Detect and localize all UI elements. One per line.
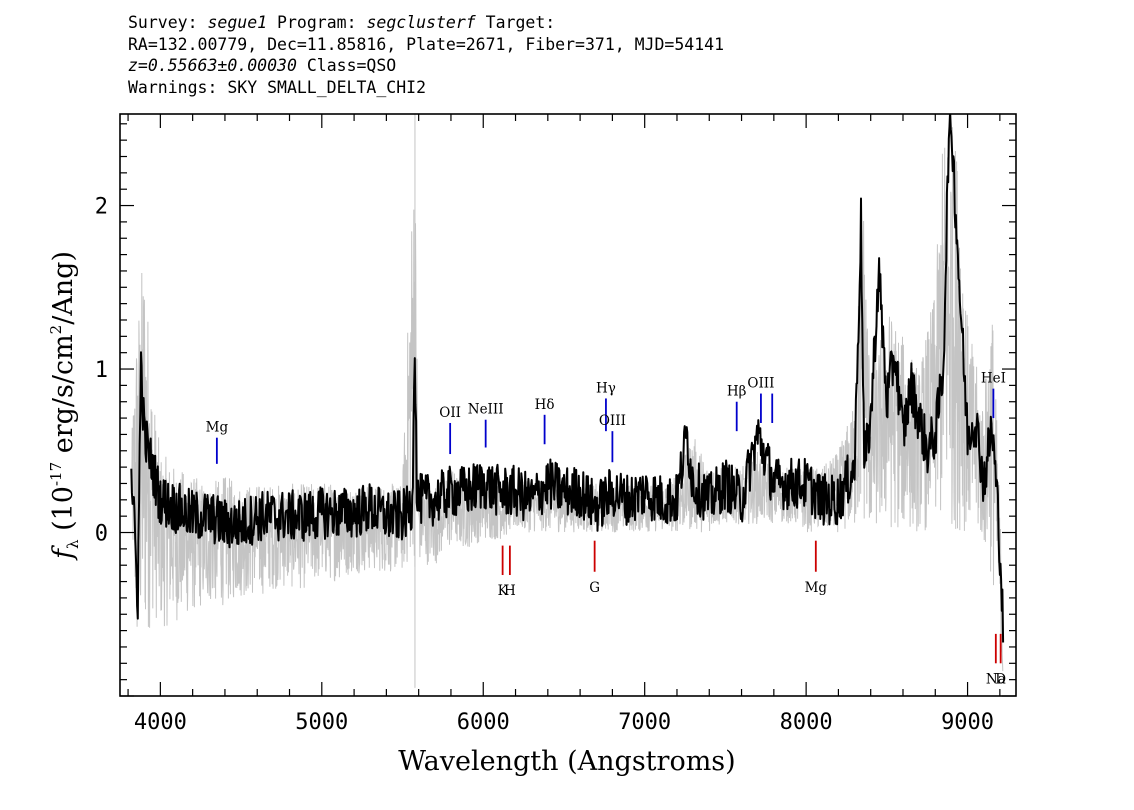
program-label: Program: — [277, 13, 357, 32]
line-marker-label: H — [504, 583, 516, 599]
x-tick-label: 4000 — [134, 710, 187, 735]
plot-frame — [119, 113, 1017, 697]
x-tick-label: 5000 — [295, 710, 348, 735]
line-marker-label: OII — [439, 405, 461, 421]
y-tick-label: 2 — [95, 195, 108, 220]
y-axis-title: fλ (10-17 erg/s/cm2/Ang) — [47, 251, 82, 561]
header-line-redshift: z=0.55663±0.00030 Class=QSO — [128, 55, 724, 77]
line-marker-label: OIII — [747, 376, 774, 392]
line-marker-label: OIII — [599, 413, 626, 429]
svg-text:fλ (10-17 erg/s/cm2/Ang): fλ (10-17 erg/s/cm2/Ang) — [47, 251, 82, 561]
x-tick-label: 9000 — [941, 710, 994, 735]
x-tick-label: 8000 — [780, 710, 833, 735]
y-tick-label: 1 — [95, 358, 108, 383]
line-marker-label: Mg — [805, 580, 828, 596]
program-value: segclusterf — [366, 13, 476, 32]
chart-header: Survey: segue1 Program: segclusterf Targ… — [128, 12, 724, 98]
line-marker-label: Mg — [206, 420, 229, 436]
line-marker-label: HeI — [981, 371, 1006, 387]
series-smoothed-flux — [130, 114, 1005, 643]
header-line-warnings: Warnings: SKY SMALL_DELTA_CHI2 — [128, 77, 427, 97]
line-marker-label: Hγ — [596, 380, 616, 396]
class-value: Class=QSO — [306, 56, 397, 75]
survey-label: Survey: — [128, 13, 198, 32]
redshift-value: z=0.55663±0.00030 — [128, 56, 297, 75]
y-tick-label: 0 — [95, 522, 108, 547]
line-marker-label: D — [995, 671, 1006, 687]
line-marker-label: K — [498, 583, 509, 599]
x-tick-label: 6000 — [457, 710, 510, 735]
series-layer — [130, 114, 1005, 688]
header-line-survey: Survey: segue1 Program: segclusterf Targ… — [128, 12, 724, 34]
series-noisy-flux — [130, 127, 1004, 672]
line-marker-label: Hδ — [535, 397, 555, 413]
target-label: Target: — [485, 13, 556, 32]
line-marker-label: Na — [986, 671, 1006, 687]
line-marker-label: Hβ — [727, 384, 747, 400]
x-tick-label: 7000 — [618, 710, 671, 735]
header-line-coords: RA=132.00779, Dec=11.85816, Plate=2671, … — [128, 34, 725, 54]
survey-value: segue1 — [207, 13, 268, 32]
line-marker-label: G — [589, 580, 600, 596]
axis-ticks: 4000 5000 6000 7000 8000 9000 0 1 2 — [95, 114, 1016, 735]
line-marker-label: NeIII — [468, 402, 504, 418]
x-axis-title: Wavelength (Angstroms) — [398, 746, 735, 777]
